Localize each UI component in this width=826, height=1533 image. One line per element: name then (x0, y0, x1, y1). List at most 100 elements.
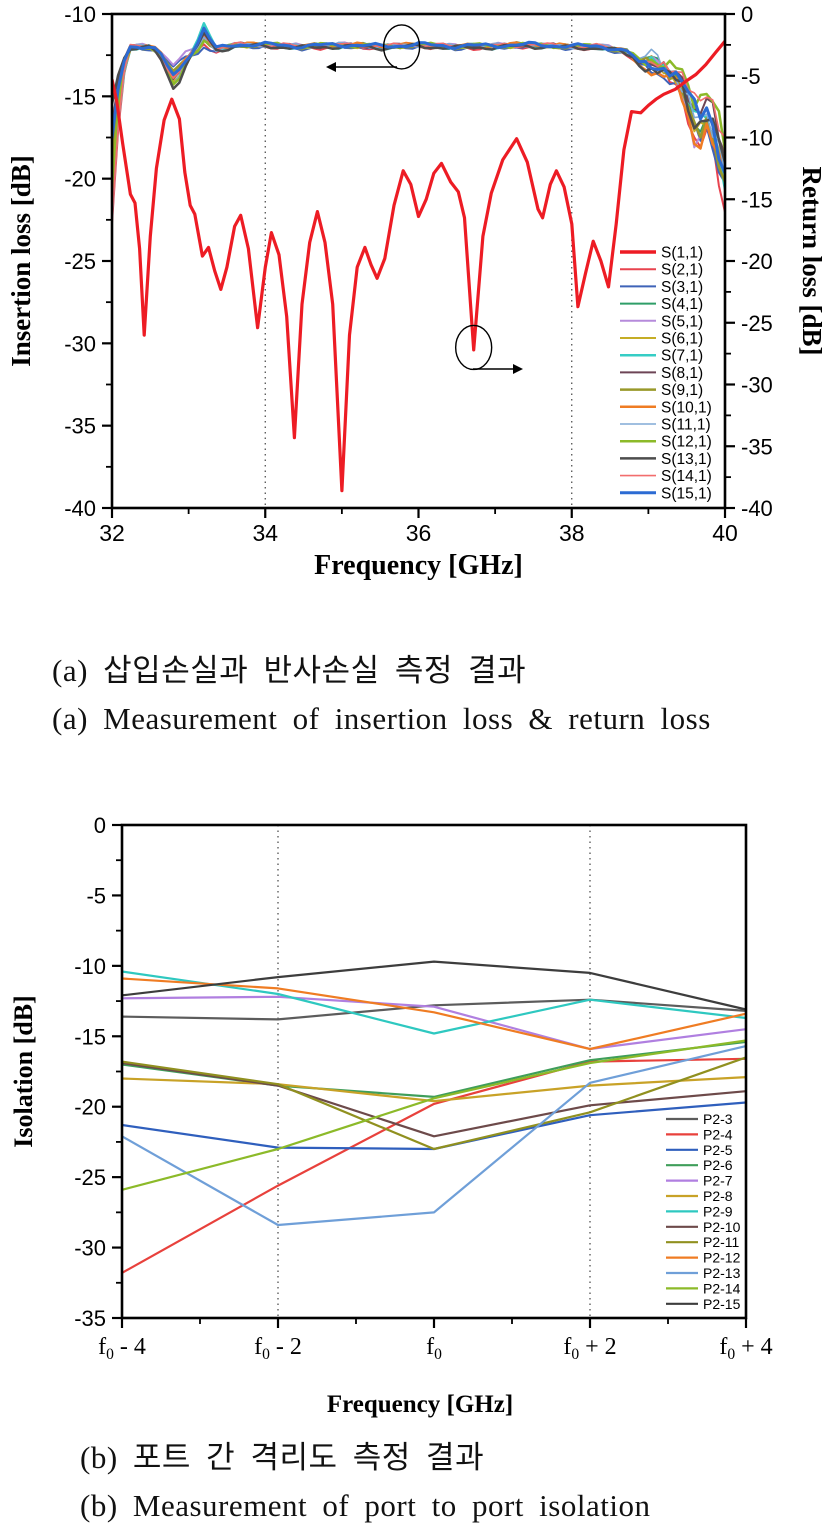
legend-entry: S(10,1) (620, 399, 712, 416)
legend-label: P2-13 (703, 1265, 741, 1281)
tick-label-left: -40 (64, 496, 96, 521)
tick-label-right: -40 (741, 496, 773, 521)
legend-entry: P2-4 (666, 1126, 733, 1142)
legend-entry: S(6,1) (620, 331, 703, 348)
tick-label-x: f0 - 2 (254, 1334, 302, 1363)
legend-label: P2-14 (703, 1280, 741, 1296)
legend-label: P2-6 (703, 1157, 733, 1173)
plot-area (112, 22, 725, 493)
x-axis-title: Frequency [GHz] (314, 550, 523, 581)
tick-label-right: -15 (741, 187, 773, 212)
legend-label: S(12,1) (661, 434, 712, 451)
series-S(6,1) (112, 26, 725, 186)
series-P2-6 (121, 1040, 747, 1098)
legend-entry: S(4,1) (620, 296, 703, 313)
legend-entry: S(3,1) (620, 279, 703, 296)
legend-entry: P2-5 (666, 1142, 733, 1158)
tick-label-left: -15 (74, 1024, 106, 1049)
legend-label: S(1,1) (661, 245, 703, 262)
legend-entry: P2-9 (666, 1203, 733, 1219)
tick-label-right: -25 (741, 311, 773, 336)
series-S(2,1) (112, 43, 725, 224)
legend-label: S(14,1) (661, 468, 712, 485)
legend-label: S(10,1) (661, 399, 712, 416)
tick-label-left: -25 (74, 1165, 106, 1190)
legend-label: S(11,1) (661, 417, 711, 434)
tick-label-left: -5 (86, 883, 106, 908)
series-P2-4 (121, 1057, 747, 1274)
tick-label-x: 36 (406, 520, 432, 546)
legend-entry: P2-6 (666, 1157, 733, 1173)
legend-label: P2-9 (703, 1203, 733, 1219)
legend: P2-3P2-4P2-5P2-6P2-7P2-8P2-9P2-10P2-11P2… (666, 1111, 741, 1312)
series-S(13,1) (112, 31, 725, 163)
legend-label: S(4,1) (661, 296, 703, 313)
legend-entry: S(13,1) (620, 451, 712, 468)
legend-label: P2-4 (703, 1126, 733, 1142)
tick-label-right: -35 (741, 434, 773, 459)
legend-entry: S(15,1) (620, 485, 712, 502)
legend-entry: P2-3 (666, 1111, 733, 1127)
tick-label-right: -5 (741, 64, 761, 89)
tick-label-x: f0 (426, 1334, 442, 1363)
series-S(12,1) (112, 39, 725, 190)
legend-entry: P2-14 (666, 1280, 741, 1296)
series-P2-7 (121, 995, 747, 1051)
tick-label-x: 34 (252, 520, 278, 546)
tick-label-left: 0 (94, 813, 106, 838)
series-P2-3 (121, 998, 747, 1021)
series-S(7,1) (112, 22, 725, 207)
y-axis-title: Isolation [dB] (9, 995, 38, 1147)
legend-label: P2-10 (703, 1219, 741, 1235)
series-P2-10 (121, 1061, 747, 1138)
legend-entry: P2-7 (666, 1173, 733, 1189)
tick-label-left: -25 (64, 249, 96, 274)
isolation-chart: 0 -5 -10 -15 -20 -25 -30 -35 f0 - 4 f0 - 2 f0 f0 + … (9, 813, 773, 1418)
y-axis-title-left: Insertion loss [dB] (6, 155, 36, 367)
series-P2-8 (121, 1076, 747, 1103)
legend-entry: S(1,1) (620, 245, 703, 262)
tick-label-right: -30 (741, 373, 773, 398)
tick-label-x: f0 + 4 (719, 1334, 772, 1363)
series-P2-12 (121, 977, 747, 1051)
tick-label-left: -30 (64, 331, 96, 356)
tick-label-right: -10 (741, 126, 773, 151)
legend-label: P2-15 (703, 1296, 741, 1312)
series-P2-11 (121, 1056, 747, 1151)
legend-entry: P2-12 (666, 1250, 741, 1266)
legend-label: P2-12 (703, 1250, 741, 1266)
legend-label: S(13,1) (661, 451, 712, 468)
legend-entry: P2-13 (666, 1265, 741, 1281)
tick-label-x: 38 (559, 520, 585, 546)
series-P2-14 (121, 1039, 747, 1191)
axis-box (120, 823, 748, 1320)
series-S(14,1) (112, 33, 725, 219)
caption-a-korean: (a) 삽입손실과 반사손실 측정 결과 (52, 653, 527, 688)
legend-entry: S(11,1) (620, 417, 711, 434)
legend-label: S(7,1) (661, 348, 703, 365)
legend-entry: S(9,1) (620, 382, 703, 399)
tick-label-x: 32 (99, 520, 125, 546)
tick-label-left: -35 (74, 1306, 106, 1331)
caption-b-english: (b) Measurement of port to port isolatio… (80, 1488, 651, 1523)
tick-label-x: f0 + 2 (563, 1334, 616, 1363)
legend-label: P2-11 (703, 1234, 740, 1250)
series-P2-13 (121, 1045, 747, 1227)
arrow-right-icon (513, 364, 523, 374)
legend-label: S(6,1) (661, 331, 703, 348)
tick-label-right: 0 (741, 2, 753, 27)
legend-label: S(2,1) (661, 262, 703, 279)
caption-a-english: (a) Measurement of insertion loss & retu… (52, 701, 711, 736)
legend-label: P2-5 (703, 1142, 733, 1158)
tick-label-left: -20 (74, 1095, 106, 1120)
x-axis-title: Frequency [GHz] (327, 1391, 513, 1418)
sparams-chart: -10 -15 -20 -25 -30 -35 -40 0 -5 -10 -15 -20 -25 -30 -… (6, 2, 826, 581)
legend-entry: S(2,1) (620, 262, 703, 279)
legend-label: S(8,1) (661, 365, 703, 382)
tick-label-left: -10 (64, 2, 96, 27)
legend-entry: P2-8 (666, 1188, 733, 1204)
series-S(11,1) (112, 36, 725, 222)
legend-entry: S(5,1) (620, 313, 703, 330)
legend-label: S(5,1) (661, 313, 703, 330)
